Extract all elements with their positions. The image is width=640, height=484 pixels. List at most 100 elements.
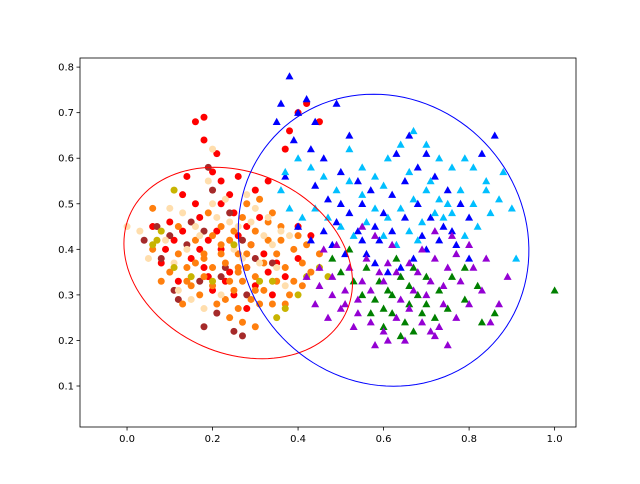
plot-frame — [79, 57, 577, 428]
data-point — [324, 213, 332, 221]
data-point — [422, 290, 431, 299]
data-point — [226, 236, 234, 244]
data-point — [276, 99, 285, 107]
data-point — [191, 223, 199, 231]
data-point — [426, 213, 435, 221]
data-point — [430, 172, 439, 180]
data-point — [371, 259, 380, 267]
data-point — [362, 263, 371, 271]
data-point — [379, 327, 388, 335]
data-point — [379, 208, 388, 217]
data-point — [140, 236, 148, 244]
data-point — [187, 282, 195, 290]
data-point — [251, 254, 259, 262]
data-point — [238, 236, 246, 244]
data-point — [200, 305, 208, 313]
data-point — [196, 245, 204, 253]
data-point — [465, 254, 474, 262]
data-point — [217, 177, 225, 185]
series-8 — [302, 222, 512, 349]
data-point — [341, 286, 350, 294]
y-tick-label: 0.4 — [58, 245, 74, 256]
data-point — [400, 177, 409, 185]
data-point — [460, 295, 469, 303]
data-point — [162, 245, 170, 253]
data-point — [294, 254, 302, 262]
data-point — [294, 291, 302, 299]
data-point — [388, 190, 397, 198]
data-point — [256, 277, 264, 285]
data-point — [243, 200, 251, 208]
data-point — [503, 272, 512, 280]
data-point — [448, 208, 456, 217]
data-point — [469, 163, 478, 171]
data-point — [324, 195, 332, 203]
data-point — [200, 273, 208, 281]
data-point — [294, 222, 303, 230]
data-point — [375, 236, 384, 244]
y-tick-label: 0.8 — [58, 63, 74, 74]
data-point — [170, 236, 178, 244]
data-point — [336, 199, 345, 207]
data-point — [217, 273, 225, 281]
data-point — [191, 259, 199, 267]
data-point — [286, 291, 294, 299]
data-point — [243, 291, 251, 299]
y-tick-label: 0.1 — [58, 382, 74, 393]
data-point — [307, 232, 315, 240]
data-point — [512, 254, 521, 262]
series-4 — [149, 186, 332, 322]
data-point — [319, 172, 328, 180]
ellipse-1 — [237, 93, 530, 387]
data-point — [238, 213, 246, 221]
data-point — [490, 131, 499, 139]
data-point — [439, 300, 448, 308]
data-point — [477, 149, 486, 157]
data-point — [413, 290, 422, 299]
data-point — [448, 231, 456, 239]
data-point — [286, 127, 294, 135]
data-point — [264, 177, 272, 185]
data-point — [213, 150, 221, 158]
data-point — [243, 191, 251, 199]
data-point — [319, 245, 328, 253]
data-point — [179, 209, 187, 217]
data-point — [256, 195, 264, 203]
data-point — [183, 245, 191, 253]
data-point — [170, 186, 178, 194]
data-point — [183, 172, 191, 180]
data-point — [435, 195, 444, 203]
data-point — [238, 332, 246, 340]
data-point — [371, 204, 380, 212]
data-point — [213, 300, 221, 308]
data-point — [311, 300, 320, 308]
data-point — [294, 154, 303, 162]
data-point — [243, 250, 251, 258]
data-point — [349, 231, 358, 239]
data-point — [238, 277, 246, 285]
data-point — [490, 309, 499, 317]
data-point — [465, 300, 474, 308]
data-point — [418, 318, 427, 326]
data-point — [149, 204, 157, 212]
data-point — [200, 250, 208, 258]
data-point — [426, 327, 435, 335]
data-point — [413, 199, 422, 207]
data-point — [200, 323, 208, 331]
data-point — [221, 295, 229, 303]
data-point — [332, 186, 341, 194]
data-point — [226, 191, 234, 199]
data-point — [499, 167, 508, 176]
data-point — [405, 300, 414, 308]
data-point — [379, 231, 388, 239]
data-point — [409, 195, 418, 203]
data-point — [256, 259, 264, 267]
data-point — [200, 113, 208, 121]
data-point — [400, 336, 409, 344]
data-point — [307, 268, 315, 276]
confidence-ellipses — [123, 93, 530, 387]
data-point — [200, 227, 208, 235]
data-point — [302, 95, 311, 103]
data-point — [345, 145, 354, 153]
data-point — [179, 300, 187, 308]
